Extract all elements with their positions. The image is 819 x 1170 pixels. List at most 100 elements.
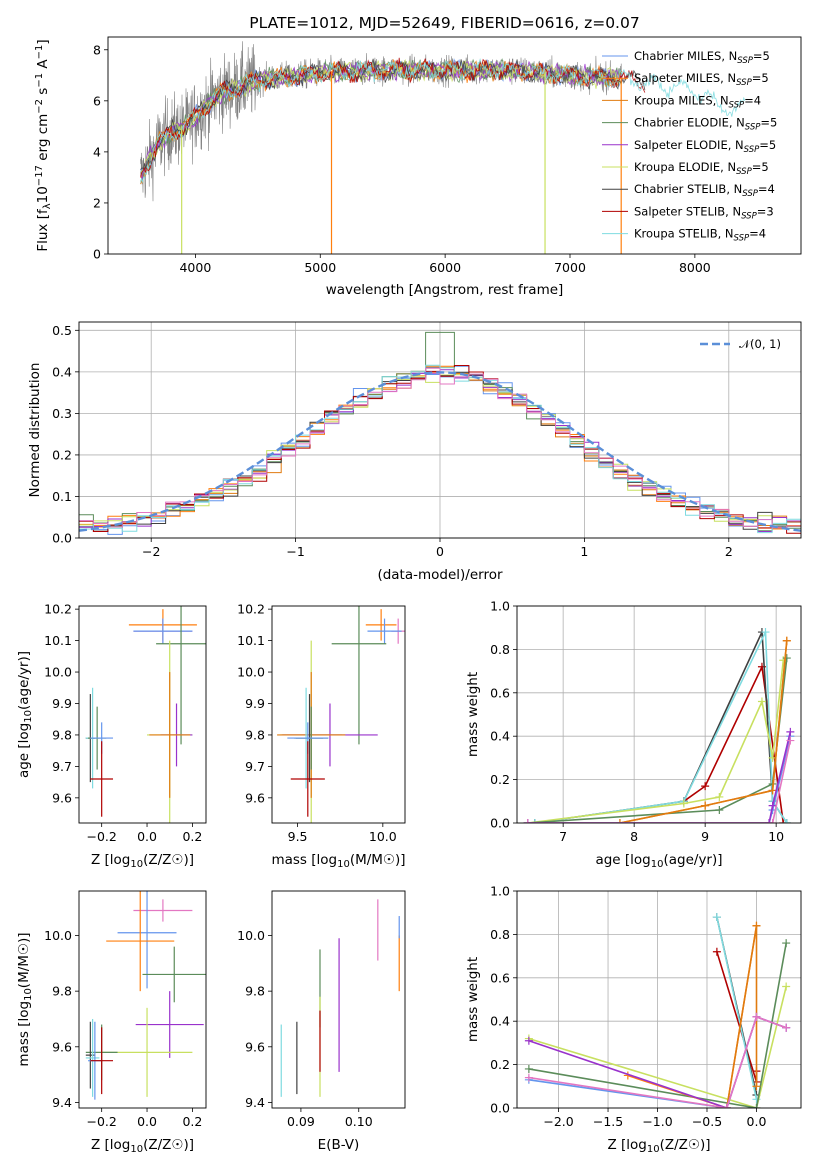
plot-area: [277, 606, 405, 823]
y-tick-label: 0.4: [52, 364, 72, 379]
y-tick-label: 9.8: [52, 984, 72, 999]
errorbar-point: [135, 991, 204, 1058]
x-tick-label: 8000: [679, 260, 711, 275]
y-tick-label: 0.0: [490, 816, 510, 831]
mass-weight-marker: [701, 801, 710, 810]
mass-weight-marker: [722, 1104, 731, 1108]
y-tick-label: 0.2: [52, 447, 72, 462]
y-tick-label: 10.1: [44, 633, 72, 648]
plot-frame: [78, 605, 207, 824]
mass-weight-marker: [782, 1023, 791, 1032]
y-tick-label: 10.2: [44, 602, 72, 617]
mass-weight-marker: [786, 727, 795, 736]
mass-weight-marker: [679, 799, 688, 808]
x-tick-label: 9: [701, 829, 709, 844]
errorbar-point: [156, 606, 206, 745]
y-tick-label: 0.8: [490, 642, 510, 657]
y-tick-label: 6: [93, 93, 101, 108]
x-tick-label: 5000: [304, 260, 336, 275]
mass-weight-marker: [782, 654, 791, 663]
y-tick-label: 0.3: [52, 406, 72, 421]
y-tick-label: 0.4: [490, 1014, 510, 1029]
mass-weight-line: [527, 740, 792, 823]
mass-weight-marker: [757, 697, 766, 706]
legend-label: 𝒩(0, 1): [739, 337, 781, 351]
y-tick-label: 9.7: [245, 759, 265, 774]
y-tick-label: 4: [93, 144, 101, 159]
panel-spectrum: 4000 5000 6000 7000 8000 0 2 4 6 8 PLATE=1012, MJD…: [34, 14, 802, 298]
y-tick-label: 0.6: [490, 685, 510, 700]
plot-frame: [271, 605, 406, 824]
plot-area: [523, 628, 795, 823]
plot-area: [524, 913, 791, 1108]
x-tick-label: 7000: [554, 260, 586, 275]
mass-weight-marker: [752, 1082, 761, 1091]
y-tick-label: 9.6: [52, 790, 72, 805]
legend-label: Kroupa MILES, NSSP=4: [634, 93, 761, 110]
legend-label: Salpeter ELODIE, NSSP=5: [634, 138, 776, 155]
y-axis-label: Normed distribution: [27, 363, 43, 498]
y-tick-label: 1.0: [490, 884, 510, 899]
x-tick-label: 7: [559, 829, 567, 844]
mass-weight-marker: [782, 939, 791, 948]
errorbar-point: [85, 1018, 100, 1097]
x-tick-label: 0.0: [137, 1114, 157, 1129]
y-tick-label: 9.8: [245, 984, 265, 999]
y-tick-label: 9.7: [52, 759, 72, 774]
legend-label: Kroupa STELIB, NSSP=4: [634, 227, 766, 244]
mass-weight-marker: [530, 819, 539, 823]
y-axis-label: age [log10(age/yr)]: [16, 651, 34, 778]
mass-weight-marker: [524, 1036, 533, 1045]
x-tick-label: 9.5: [288, 829, 308, 844]
plot-frame: [516, 605, 802, 824]
y-tick-label: 10.0: [237, 665, 265, 680]
y-tick-label: 9.8: [245, 727, 265, 742]
x-tick-label: 4000: [179, 260, 211, 275]
mass-weight-line: [528, 986, 787, 1108]
x-axis-label: Z [log10(Z/Z☉)]: [91, 852, 194, 870]
y-tick-label: 9.4: [245, 1095, 265, 1110]
y-axis-label: Flux [fλ10−17 erg cm−2 s−1 A−1]: [34, 39, 53, 251]
y-tick-label: 1.0: [490, 599, 510, 614]
x-tick-label: 10: [768, 829, 784, 844]
x-axis-label: mass [log10(M/M☉)]: [271, 852, 405, 870]
x-tick-label: 6000: [429, 260, 461, 275]
mass-weight-marker: [752, 1012, 761, 1021]
panel-residuals: −2 −1 0 1 2 0.0 0.1 0.2 0.3 0.4 0.5 (data-model)/er…: [27, 321, 802, 583]
plot-frame: [78, 890, 207, 1109]
y-tick-label: 9.6: [245, 790, 265, 805]
errorbar-point: [133, 618, 193, 644]
y-tick-label: 10.0: [44, 665, 72, 680]
mass-weight-line: [527, 658, 788, 823]
model-salpeter-stelib: [140, 57, 646, 177]
mass-weight-marker: [768, 801, 777, 810]
x-tick-label: 2: [725, 544, 733, 559]
legend-label: Chabrier ELODIE, NSSP=5: [634, 116, 777, 133]
mass-weight-line: [619, 640, 788, 823]
model-kroupa-stelib: [140, 58, 746, 183]
normal-curve: [79, 371, 801, 532]
panel-mass-vs-z: −0.2 0.0 0.2 9.4 9.6 9.8 10.0 Z [log10(Z/Z☉)] ma…: [16, 890, 207, 1155]
x-tick-label: 0.10: [345, 1114, 373, 1129]
y-tick-label: 0.2: [490, 772, 510, 787]
errorbar-point: [106, 891, 175, 992]
mass-weight-marker: [715, 805, 724, 814]
x-axis-label: E(B-V): [318, 1137, 360, 1153]
x-tick-label: 0: [436, 544, 444, 559]
x-tick-label: −0.5: [692, 1114, 722, 1129]
y-tick-label: 0.4: [490, 729, 510, 744]
errorbar-point: [90, 1027, 114, 1095]
x-axis-label: age [log10(age/yr)]: [595, 852, 722, 870]
y-tick-label: 2: [93, 195, 101, 210]
mass-weight-marker: [524, 1073, 533, 1082]
y-tick-label: 10.1: [237, 633, 265, 648]
y-tick-label: 0.2: [490, 1057, 510, 1072]
x-axis-label: Z [log10(Z/Z☉)]: [607, 1137, 710, 1155]
histogram-step: [79, 364, 801, 534]
errorbar-point: [331, 606, 387, 745]
legend-label: Salpeter MILES, NSSP=5: [634, 71, 769, 88]
y-axis-label: mass [log10(M/M☉)]: [16, 932, 34, 1066]
y-tick-label: 9.6: [52, 1039, 72, 1054]
legend-label: Kroupa ELODIE, NSSP=5: [634, 160, 769, 177]
